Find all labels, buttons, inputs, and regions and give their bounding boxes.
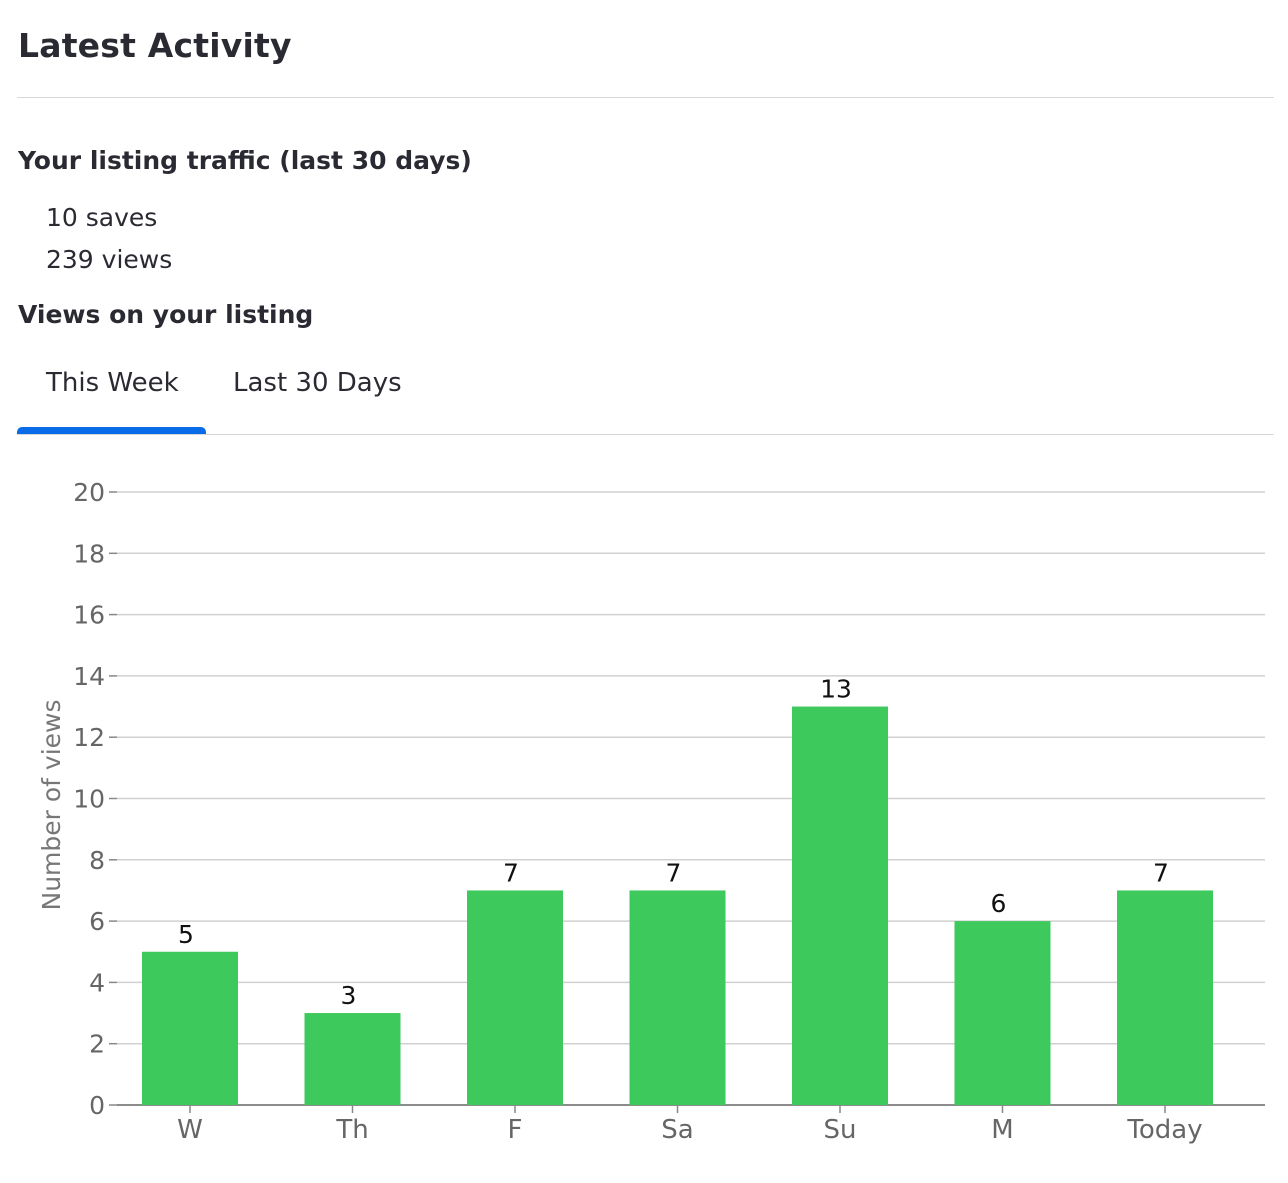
y-tick-label: 20 (73, 478, 105, 507)
bar-value-label: 5 (178, 920, 194, 949)
tabs-divider (17, 434, 1274, 435)
x-tick-label: Th (335, 1115, 368, 1145)
bar-value-label: 6 (991, 889, 1007, 918)
y-tick-label: 4 (89, 968, 105, 997)
bar-w[interactable] (142, 951, 238, 1105)
x-tick-label: F (508, 1115, 523, 1145)
x-tick-label: Su (824, 1115, 857, 1145)
y-tick-label: 6 (89, 907, 105, 936)
bar-value-label: 7 (1153, 858, 1169, 887)
bar-su[interactable] (792, 706, 888, 1105)
bar-value-label: 7 (503, 858, 519, 887)
bar-today[interactable] (1117, 890, 1213, 1105)
bar-value-label: 13 (820, 675, 852, 704)
y-tick-label: 10 (73, 785, 105, 814)
y-tick-label: 8 (89, 846, 105, 875)
views-bar-chart: 0 2 4 6 8 10 12 14 16 18 20 5 W 3 Th 7 F 7 Sa 13 Su 6 M 7 Today… (37, 478, 1265, 1145)
y-tick-label: 12 (73, 723, 105, 752)
tab-last-30-days[interactable]: Last 30 Days (233, 368, 402, 398)
bar-value-label: 3 (341, 981, 357, 1010)
bar-m[interactable] (954, 921, 1051, 1105)
page-title: Latest Activity (18, 26, 292, 65)
divider (17, 97, 1274, 98)
y-tick-label: 14 (73, 662, 105, 691)
y-tick-label: 2 (89, 1030, 105, 1059)
views-count: 239 views (46, 245, 173, 274)
bar-th[interactable] (304, 1013, 401, 1105)
bar-f[interactable] (467, 890, 563, 1105)
traffic-heading: Your listing traffic (last 30 days) (18, 146, 472, 175)
tab-this-week[interactable]: This Week (46, 368, 179, 398)
views-heading: Views on your listing (18, 300, 314, 329)
y-tick-label: 0 (89, 1091, 105, 1120)
y-tick-label: 16 (73, 601, 105, 630)
x-tick-label: M (991, 1115, 1013, 1145)
y-axis-label: Number of views (37, 699, 66, 910)
x-tick-label: Sa (661, 1115, 693, 1145)
bar-sa[interactable] (629, 890, 726, 1105)
active-tab-indicator (17, 427, 206, 434)
bar-value-label: 7 (666, 858, 682, 887)
x-tick-label: W (177, 1115, 203, 1145)
x-tick-label: Today (1126, 1115, 1202, 1145)
y-tick-label: 18 (73, 539, 105, 568)
saves-count: 10 saves (46, 203, 158, 232)
